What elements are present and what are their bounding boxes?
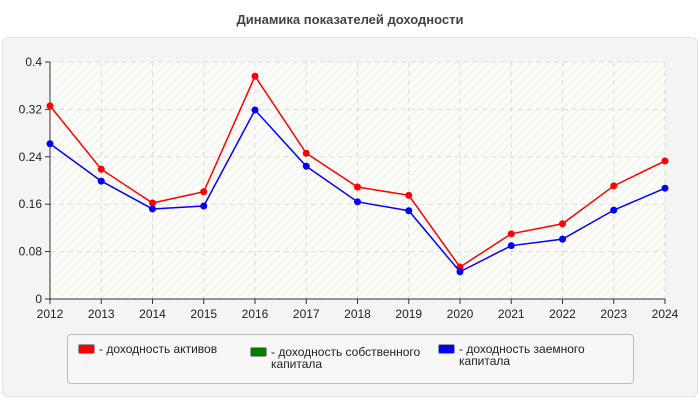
data-point [200, 188, 208, 196]
legend-swatch-green [250, 347, 267, 357]
legend-swatch-red [78, 344, 95, 354]
legend-item-debt: - доходность заемного капитала [438, 343, 609, 367]
y-tick-label: 0.32 [19, 102, 43, 116]
data-point [302, 162, 310, 170]
x-tick-label: 2024 [652, 307, 679, 321]
data-point [559, 235, 566, 243]
y-tick-label: 0.16 [19, 197, 43, 211]
x-tick-label: 2017 [293, 307, 320, 321]
x-tick-label: 2016 [242, 307, 269, 321]
data-point [354, 183, 361, 191]
legend: - доходность активов - доходность собств… [67, 334, 634, 384]
data-point [149, 205, 156, 213]
legend-label: - доходность активов [99, 342, 218, 356]
data-point [302, 149, 310, 157]
data-point [46, 140, 54, 148]
legend-swatch-blue [438, 344, 455, 354]
y-tick-label: 0 [35, 292, 42, 306]
legend-item-assets: - доходность активов [78, 343, 249, 355]
data-point [661, 184, 669, 192]
data-point [200, 202, 208, 210]
data-point [559, 220, 566, 228]
data-point [354, 198, 361, 206]
x-tick-label: 2018 [344, 307, 371, 321]
data-point [97, 165, 105, 173]
legend-item-equity: - доходность собственного капитала [250, 343, 431, 370]
data-point [661, 157, 669, 165]
x-tick-label: 2020 [447, 307, 474, 321]
data-point [46, 102, 54, 110]
line-chart: 0 0.08 0.16 0.24 0.32 0.4 2012 2013 2014 2015 2016… [19, 55, 679, 321]
y-tick-label: 0.24 [19, 150, 43, 164]
chart-title: Динамика показателей доходности [236, 12, 464, 27]
legend-label: - доходность заемного капитала [459, 342, 585, 368]
y-tick-label: 0.4 [25, 55, 42, 69]
legend-label: - доходность собственного капитала [271, 345, 421, 371]
x-tick-label: 2019 [395, 307, 422, 321]
data-point [610, 206, 618, 214]
data-point [507, 242, 515, 250]
data-point [251, 106, 259, 114]
x-tick-label: 2022 [549, 307, 576, 321]
x-tick-label: 2012 [37, 307, 64, 321]
x-tick-label: 2023 [600, 307, 627, 321]
x-tick-label: 2015 [190, 307, 217, 321]
data-point [405, 191, 413, 199]
data-point [149, 199, 156, 207]
data-point [507, 230, 515, 238]
y-tick-label: 0.08 [19, 245, 43, 259]
x-tick-label: 2021 [498, 307, 525, 321]
x-tick-label: 2013 [88, 307, 115, 321]
data-point [251, 72, 259, 80]
data-point [610, 182, 618, 190]
data-point [456, 268, 464, 276]
data-point [405, 207, 413, 215]
x-tick-label: 2014 [139, 307, 166, 321]
data-point [97, 177, 105, 185]
